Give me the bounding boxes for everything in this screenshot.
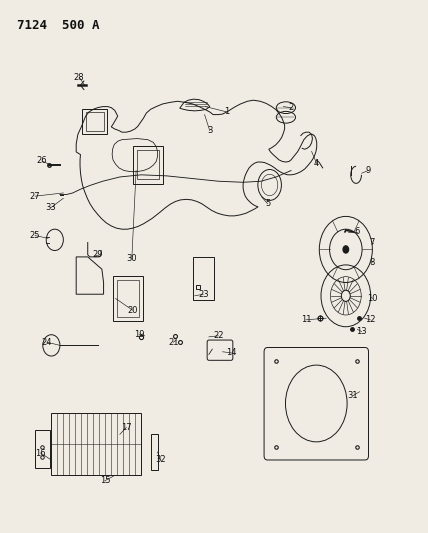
Bar <box>137 150 159 179</box>
Circle shape <box>342 245 349 254</box>
Text: 27: 27 <box>30 192 40 200</box>
Bar <box>117 280 139 317</box>
Text: 2: 2 <box>288 103 294 112</box>
Text: 10: 10 <box>367 294 377 303</box>
Text: 13: 13 <box>357 327 367 336</box>
Text: 15: 15 <box>100 477 110 485</box>
Text: 22: 22 <box>213 332 223 340</box>
Text: 9: 9 <box>366 166 371 175</box>
Bar <box>51 413 141 475</box>
Text: 7: 7 <box>370 238 375 247</box>
Text: 5: 5 <box>265 199 270 208</box>
Bar <box>193 257 214 300</box>
Text: 16: 16 <box>36 449 46 457</box>
Bar <box>151 434 158 470</box>
Text: 30: 30 <box>127 254 137 263</box>
Bar <box>82 109 107 134</box>
Text: 26: 26 <box>37 157 47 165</box>
Text: 4: 4 <box>314 159 319 168</box>
Text: 23: 23 <box>198 290 208 298</box>
Text: 17: 17 <box>121 423 131 432</box>
Bar <box>133 146 163 184</box>
Text: 7124  500 A: 7124 500 A <box>17 19 100 31</box>
Text: 3: 3 <box>207 126 212 135</box>
Text: 19: 19 <box>134 330 144 338</box>
Text: 12: 12 <box>365 316 375 324</box>
Text: 24: 24 <box>42 338 52 346</box>
Text: 14: 14 <box>226 349 236 357</box>
Text: 11: 11 <box>301 316 311 324</box>
Text: 31: 31 <box>348 391 358 400</box>
Text: 6: 6 <box>355 228 360 236</box>
Text: 32: 32 <box>155 455 166 464</box>
Text: 21: 21 <box>168 338 178 346</box>
Text: 1: 1 <box>224 108 229 116</box>
Bar <box>113 276 143 321</box>
Text: 8: 8 <box>370 258 375 266</box>
Text: 20: 20 <box>128 306 138 314</box>
Text: 28: 28 <box>74 73 84 82</box>
Text: 29: 29 <box>92 251 103 259</box>
Text: 33: 33 <box>45 204 56 212</box>
Bar <box>35 430 50 468</box>
Text: 25: 25 <box>30 231 40 240</box>
Bar <box>86 112 104 131</box>
